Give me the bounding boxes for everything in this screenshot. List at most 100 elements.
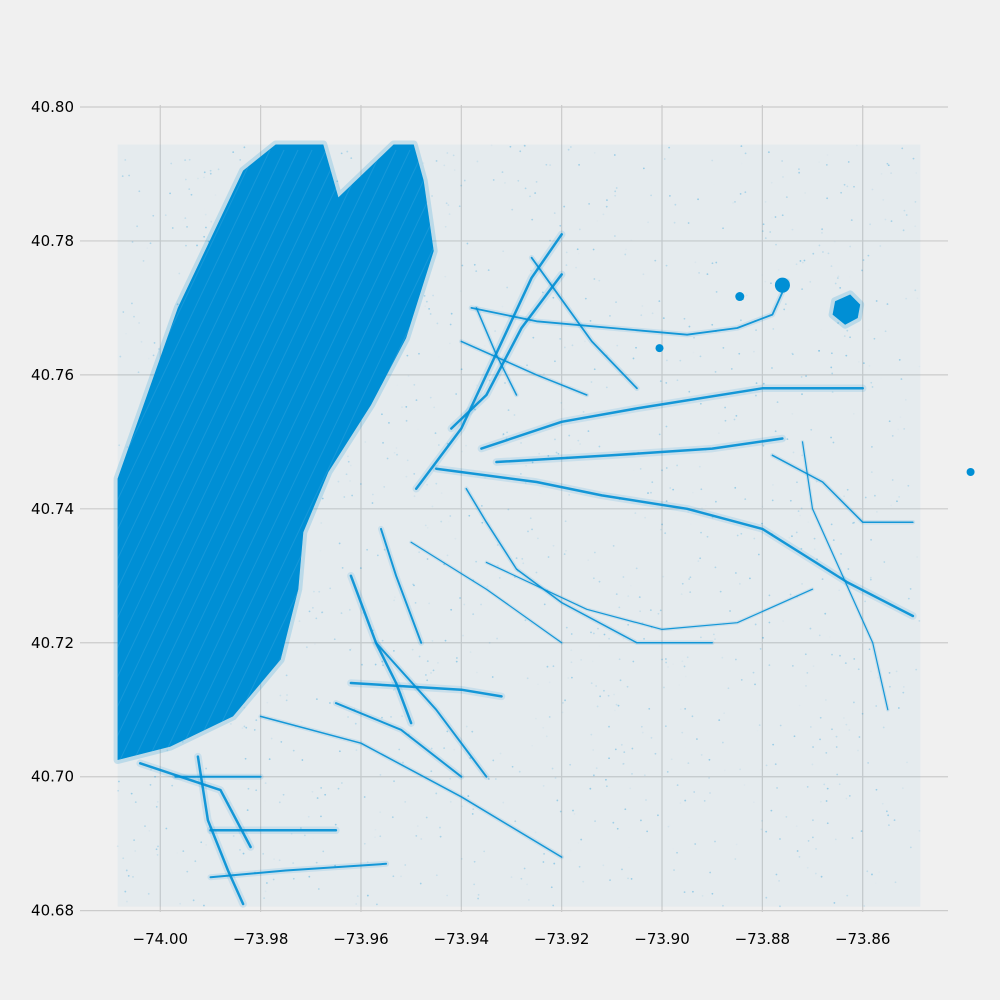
scatter-point <box>897 707 900 709</box>
scatter-point <box>779 838 781 840</box>
scatter-point <box>689 576 692 579</box>
scatter-point <box>646 708 648 710</box>
scatter-street <box>434 467 915 618</box>
scatter-point <box>661 658 663 661</box>
scatter-point <box>396 384 398 386</box>
scatter-point <box>418 655 421 658</box>
scatter-point <box>430 747 433 750</box>
texture-line <box>133 149 425 760</box>
scatter-point <box>154 775 156 778</box>
scatter-point <box>529 517 532 520</box>
scatter-point <box>917 297 919 299</box>
scatter-point <box>424 305 426 307</box>
scatter-point <box>768 621 771 624</box>
scatter-point <box>337 787 340 790</box>
scatter-point <box>355 903 358 905</box>
scatter-point <box>513 414 516 416</box>
scatter-point <box>639 610 642 613</box>
scatter-point <box>131 302 133 305</box>
scatter-point <box>426 558 429 560</box>
scatter-point <box>453 169 456 171</box>
scatter-point <box>390 715 392 718</box>
scatter-point <box>714 566 717 569</box>
scatter-point <box>491 676 494 678</box>
scatter-point <box>569 763 572 766</box>
scatter-point <box>494 735 496 737</box>
scatter-point <box>766 477 768 479</box>
scatter-point <box>543 373 545 375</box>
scatter-point <box>887 814 890 817</box>
scatter-point <box>117 789 120 792</box>
scatter-point <box>205 844 208 846</box>
scatter-point <box>418 352 420 355</box>
scatter-point <box>757 730 759 732</box>
scatter-point <box>666 770 669 773</box>
scatter-point <box>121 175 124 178</box>
scatter-point <box>678 684 680 686</box>
scatter-point <box>834 838 837 841</box>
scatter-point <box>848 794 851 797</box>
scatter-point <box>466 856 468 858</box>
scatter-point <box>592 577 595 580</box>
scatter-point <box>334 823 337 826</box>
scatter-point <box>197 177 199 180</box>
scatter-point <box>846 329 849 332</box>
scatter-point <box>228 802 231 804</box>
scatter-point <box>484 476 486 479</box>
texture-line <box>175 149 434 760</box>
scatter-point <box>713 184 715 186</box>
scatter-point <box>592 774 595 777</box>
scatter-point <box>311 606 314 609</box>
scatter-point <box>242 852 245 855</box>
scatter-point <box>614 710 616 712</box>
scatter-point <box>602 864 605 867</box>
scatter-point <box>444 225 447 228</box>
scatter-point <box>918 620 921 622</box>
scatter-point <box>759 648 762 650</box>
scatter-point <box>739 768 742 771</box>
scatter-point <box>549 239 552 242</box>
scatter-point <box>901 147 904 150</box>
scatter-point <box>791 535 793 538</box>
scatter-point <box>662 575 665 578</box>
scatter-point <box>779 724 782 727</box>
scatter-point <box>657 612 660 615</box>
scatter-point <box>622 762 625 765</box>
scatter-point <box>386 457 389 460</box>
scatter-point <box>733 418 736 421</box>
scatter-point <box>442 497 444 499</box>
scatter-point <box>669 824 671 826</box>
scatter-point <box>906 761 908 764</box>
scatter-point <box>185 244 187 247</box>
scatter-point <box>375 829 377 831</box>
scatter-point <box>580 658 583 661</box>
scatter-point <box>700 636 702 639</box>
scatter-point <box>594 628 596 630</box>
scatter-point <box>518 770 521 773</box>
scatter-point <box>157 845 159 848</box>
scatter-point <box>661 469 663 472</box>
scatter-point <box>805 684 807 687</box>
scatter-point <box>914 289 917 292</box>
scatter-point <box>540 492 542 494</box>
scatter-point <box>463 603 466 606</box>
scatter-point <box>523 144 526 147</box>
scatter-point <box>705 505 707 507</box>
scatter-point <box>320 550 322 552</box>
scatter-point <box>724 419 727 422</box>
scatter-point <box>543 852 545 855</box>
scatter-point <box>838 783 841 786</box>
scatter-point <box>347 455 349 458</box>
scatter-point <box>194 860 197 863</box>
scatter-point <box>299 827 302 829</box>
scatter-point <box>480 603 482 606</box>
scatter-point <box>570 850 572 852</box>
scatter-point <box>740 679 743 681</box>
scatter-point <box>878 871 880 873</box>
y-tick-labels: 40.68 40.70 40.72 40.74 40.76 40.78 40.80 <box>31 98 74 920</box>
scatter-point <box>879 245 882 247</box>
scatter-point <box>531 218 534 221</box>
scatter-point <box>520 877 523 880</box>
scatter-point <box>264 782 267 784</box>
scatter-point <box>816 558 818 561</box>
